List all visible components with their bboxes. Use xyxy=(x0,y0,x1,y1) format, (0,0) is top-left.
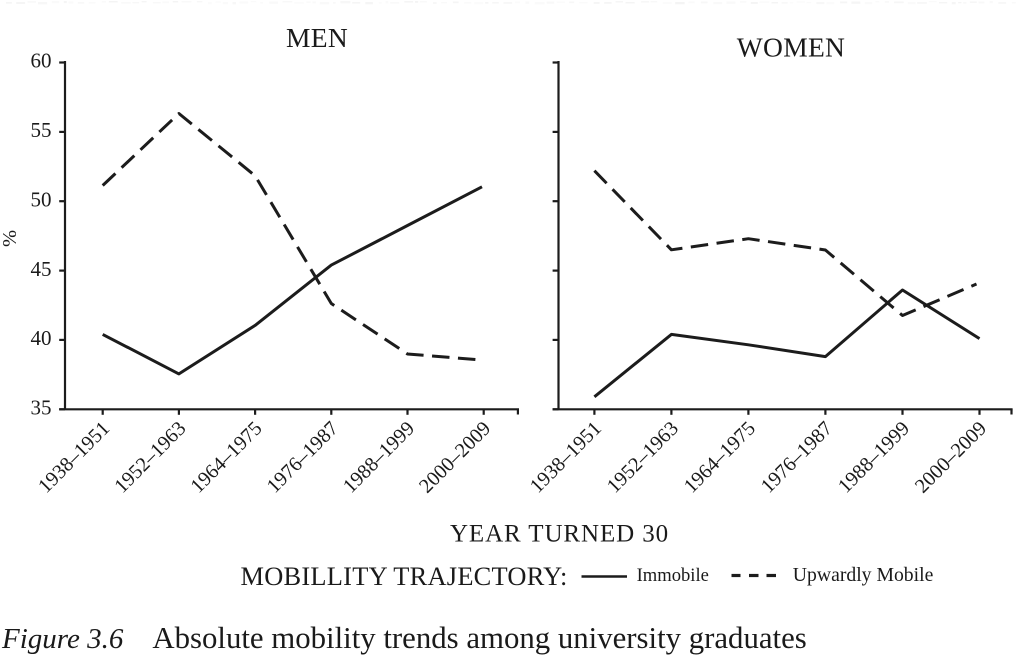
svg-text:Figure 3.6: Figure 3.6 xyxy=(1,623,124,655)
svg-text:Absolute mobility trends among: Absolute mobility trends among universit… xyxy=(152,621,806,655)
svg-text:WOMEN: WOMEN xyxy=(737,32,845,63)
svg-text:35: 35 xyxy=(31,396,52,420)
svg-text:%: % xyxy=(0,230,21,247)
svg-text:60: 60 xyxy=(31,49,52,73)
svg-text:55: 55 xyxy=(31,118,52,142)
svg-text:40: 40 xyxy=(31,326,52,350)
svg-text:Immobile: Immobile xyxy=(637,565,709,586)
svg-text:50: 50 xyxy=(31,187,52,211)
svg-text:MEN: MEN xyxy=(286,22,348,53)
svg-text:MOBILLITY TRAJECTORY:: MOBILLITY TRAJECTORY: xyxy=(241,561,568,591)
svg-text:Upwardly Mobile: Upwardly Mobile xyxy=(793,564,934,586)
svg-text:YEAR TURNED 30: YEAR TURNED 30 xyxy=(450,521,669,548)
svg-text:45: 45 xyxy=(31,257,52,281)
